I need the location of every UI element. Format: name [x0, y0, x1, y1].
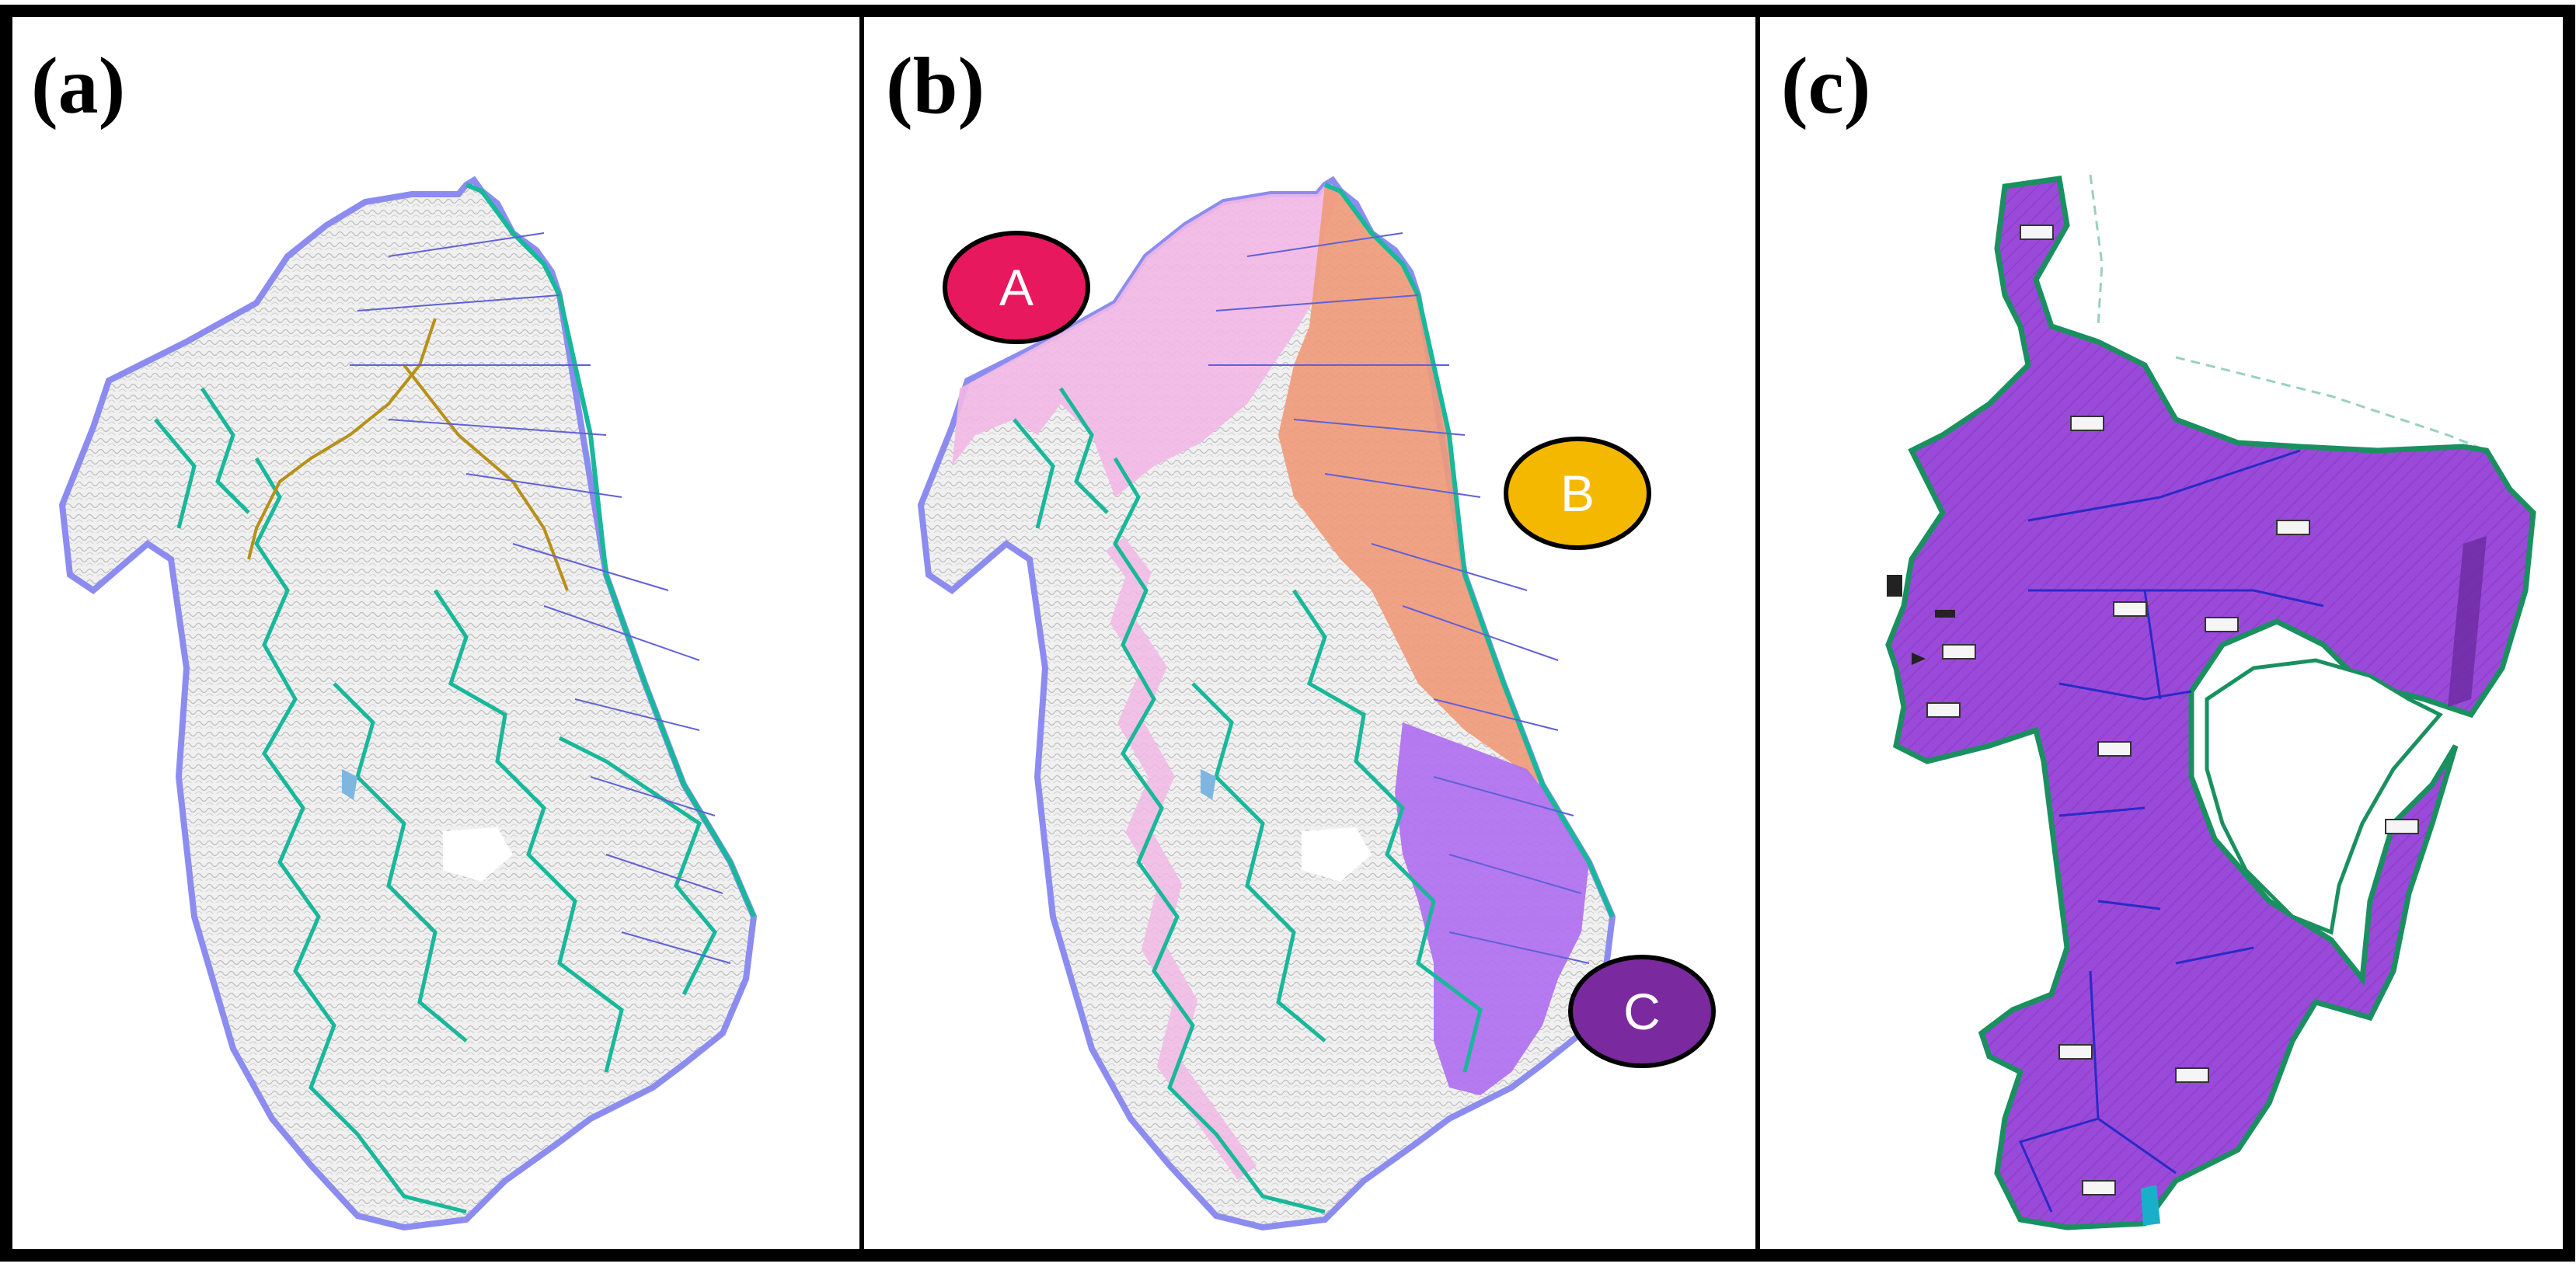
panel-label-b: (b): [886, 41, 985, 131]
cyan-marker: [2141, 1185, 2160, 1226]
panel-b: (b) A B C: [886, 41, 1716, 1231]
lot-tag: [1942, 644, 1976, 660]
zone-c-detail-map: [1885, 174, 2536, 1230]
panel-label-a: (a): [31, 41, 125, 131]
subdivision-lines: [350, 232, 731, 964]
trail-network: [154, 387, 717, 1214]
zone-marker-a: A: [943, 231, 1090, 344]
lot-tag: [2385, 819, 2419, 834]
lot-tag: [2070, 416, 2104, 431]
lot-tag: [2205, 617, 2239, 632]
pond: [342, 769, 357, 800]
zone-label-b: B: [1560, 465, 1595, 522]
panel-c: (c): [1781, 41, 2536, 1230]
zone-marker-b: B: [1504, 437, 1651, 550]
lot-tag: [2175, 1067, 2209, 1083]
lot-tag: [2276, 520, 2310, 535]
zone-marker-c: C: [1568, 955, 1716, 1068]
map-symbol-2: [1935, 610, 1955, 618]
zone-c-fill: [1885, 176, 2536, 1230]
island-outline: [58, 176, 758, 1231]
coastline-band: [1323, 183, 1615, 918]
subdivision-lines: [1208, 232, 1590, 964]
zone-a-overlay-trails: [1106, 537, 1257, 1180]
panel-label-c: (c): [1781, 41, 1870, 131]
lot-tag: [2113, 601, 2147, 617]
zone-c-overlay: [1395, 722, 1589, 1095]
map-symbol-1: [1887, 575, 1902, 597]
lot-tag: [2082, 1180, 2116, 1196]
lot-tag: [2058, 1044, 2093, 1060]
island-map-b: [917, 176, 1616, 1231]
lot-tag: [2020, 225, 2054, 240]
lot-boundaries: [2018, 449, 2324, 1213]
zone-a-overlay: [952, 185, 1340, 497]
lot-tag: [2097, 741, 2132, 757]
zone-label-c: C: [1623, 983, 1661, 1040]
lot-tag: [1926, 702, 1961, 718]
zone-b-overlay: [1278, 185, 1542, 785]
cleared-area: [443, 827, 513, 882]
shaded-strip: [2448, 536, 2487, 707]
panel-a: (a): [31, 41, 758, 1231]
map-symbol-3: [1912, 653, 1926, 665]
inner-clearing: [2205, 658, 2443, 935]
lot-tags: [1926, 225, 2419, 1196]
island-map-a: [58, 176, 758, 1231]
pond: [1201, 769, 1216, 800]
zone-label-a: A: [999, 259, 1034, 316]
cleared-area: [1302, 827, 1372, 882]
trail-network: [1013, 387, 1483, 1214]
non-zone-outline: [2089, 174, 2487, 452]
